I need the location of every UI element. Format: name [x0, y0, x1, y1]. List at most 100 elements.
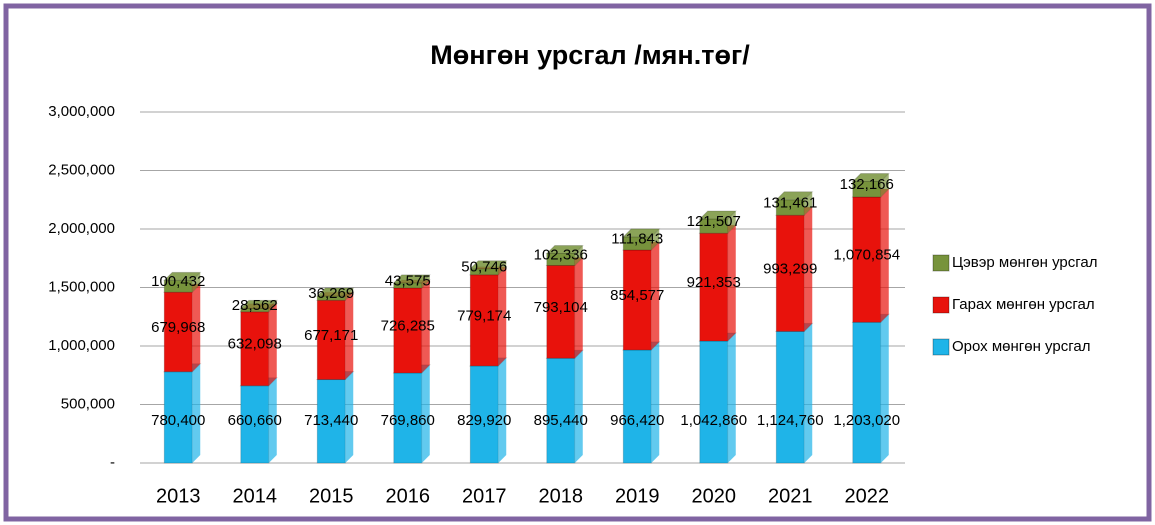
data-label: 632,098	[228, 336, 282, 353]
x-tick-label: 2016	[386, 485, 431, 507]
bar-side	[421, 279, 430, 373]
bar-top	[239, 299, 278, 309]
bar-side	[880, 314, 889, 463]
bar-side	[574, 350, 583, 463]
bar-side	[574, 257, 583, 359]
data-label: 100,432	[151, 273, 205, 290]
bar-segment	[240, 311, 270, 387]
legend-label: Гарах мөнгөн урсгал	[952, 296, 1095, 313]
bar-top	[851, 172, 890, 182]
legend-swatch	[932, 338, 950, 356]
bar-side	[192, 363, 201, 463]
bar-segment	[852, 321, 882, 464]
bar-side	[651, 341, 660, 463]
bar-side	[804, 323, 813, 463]
bar-side	[498, 357, 507, 463]
data-label: 660,660	[228, 412, 282, 429]
bar-top	[163, 271, 202, 281]
x-tick-label: 2017	[462, 485, 507, 507]
data-label: 895,440	[534, 412, 588, 429]
bar-side	[804, 191, 813, 216]
y-tick-label: 500,000	[61, 395, 115, 412]
data-label: 713,440	[304, 412, 358, 429]
bar-side	[880, 188, 889, 323]
legend-label: Орох мөнгөн урсгал	[952, 338, 1090, 355]
bar-side	[498, 260, 507, 275]
x-tick-label: 2022	[845, 485, 890, 507]
data-label: 132,166	[840, 176, 894, 193]
y-tick-label: 3,000,000	[48, 103, 115, 120]
bar-segment	[852, 196, 882, 323]
y-tick-label: 2,500,000	[48, 161, 115, 178]
bar-top	[316, 287, 355, 297]
bar-side	[268, 377, 277, 463]
bar-side	[345, 292, 354, 380]
chart-title: Мөнгөн урсгал /мян.төг/	[430, 40, 750, 70]
bar-segment	[393, 372, 423, 464]
bar-side	[345, 371, 354, 463]
bar-side	[727, 210, 736, 234]
data-label: 779,174	[457, 307, 511, 324]
x-tick-label: 2019	[615, 485, 660, 507]
bar-side	[421, 274, 430, 288]
data-label: 829,920	[457, 412, 511, 429]
data-label: 131,461	[763, 194, 817, 211]
data-label: 1,203,020	[833, 412, 900, 429]
y-tick-label: 1,500,000	[48, 278, 115, 295]
bar-side	[651, 241, 660, 350]
bar-top	[545, 244, 584, 254]
x-tick-label: 2018	[539, 485, 584, 507]
x-tick-label: 2014	[233, 485, 278, 507]
y-tick-label: -	[110, 454, 115, 471]
x-tick-label: 2013	[156, 485, 201, 507]
bar-side	[498, 266, 507, 366]
bar-side	[727, 332, 736, 463]
bar-side	[268, 303, 277, 386]
data-label: 50,746	[461, 259, 507, 276]
data-label: 769,860	[381, 412, 435, 429]
legend-label: Цэвэр мөнгөн урсгал	[952, 254, 1098, 271]
bar-segment	[469, 365, 499, 464]
bar-side	[574, 245, 583, 266]
data-label: 780,400	[151, 412, 205, 429]
data-label: 1,042,860	[680, 412, 747, 429]
bar-segment	[469, 274, 499, 367]
data-label: 726,285	[381, 317, 435, 334]
data-label: 1,070,854	[833, 247, 900, 264]
bar-segment	[163, 291, 193, 373]
bar-side	[880, 173, 889, 197]
data-label: 111,843	[611, 230, 663, 247]
data-label: 121,507	[687, 213, 741, 230]
legend-swatch	[932, 296, 950, 314]
data-label: 966,420	[610, 412, 664, 429]
bar-side	[192, 284, 201, 372]
x-tick-label: 2020	[692, 485, 737, 507]
bar-top	[698, 210, 737, 220]
data-label: 102,336	[534, 246, 588, 263]
bar-segment	[546, 357, 576, 464]
bar-side	[421, 364, 430, 463]
bar-top	[469, 260, 508, 270]
legend-swatch	[932, 254, 950, 272]
bar-top	[622, 228, 661, 238]
bar-top	[392, 274, 431, 284]
bar-side	[345, 288, 354, 301]
bar-segment	[622, 349, 652, 464]
y-tick-label: 1,000,000	[48, 337, 115, 354]
bar-segment	[775, 330, 805, 464]
bar-side	[192, 272, 201, 293]
x-tick-label: 2021	[768, 485, 813, 507]
data-label: 993,299	[763, 260, 817, 277]
bar-top	[775, 191, 814, 201]
data-label: 793,104	[534, 299, 588, 316]
bar-side	[651, 228, 660, 250]
bar-segment	[699, 232, 729, 342]
bar-side	[804, 207, 813, 332]
data-label: 28,562	[232, 297, 278, 314]
data-label: 677,171	[304, 327, 358, 344]
bar-side	[268, 300, 277, 312]
bar-segment	[699, 340, 729, 464]
data-label: 854,577	[610, 287, 664, 304]
data-label: 36,269	[308, 285, 354, 302]
